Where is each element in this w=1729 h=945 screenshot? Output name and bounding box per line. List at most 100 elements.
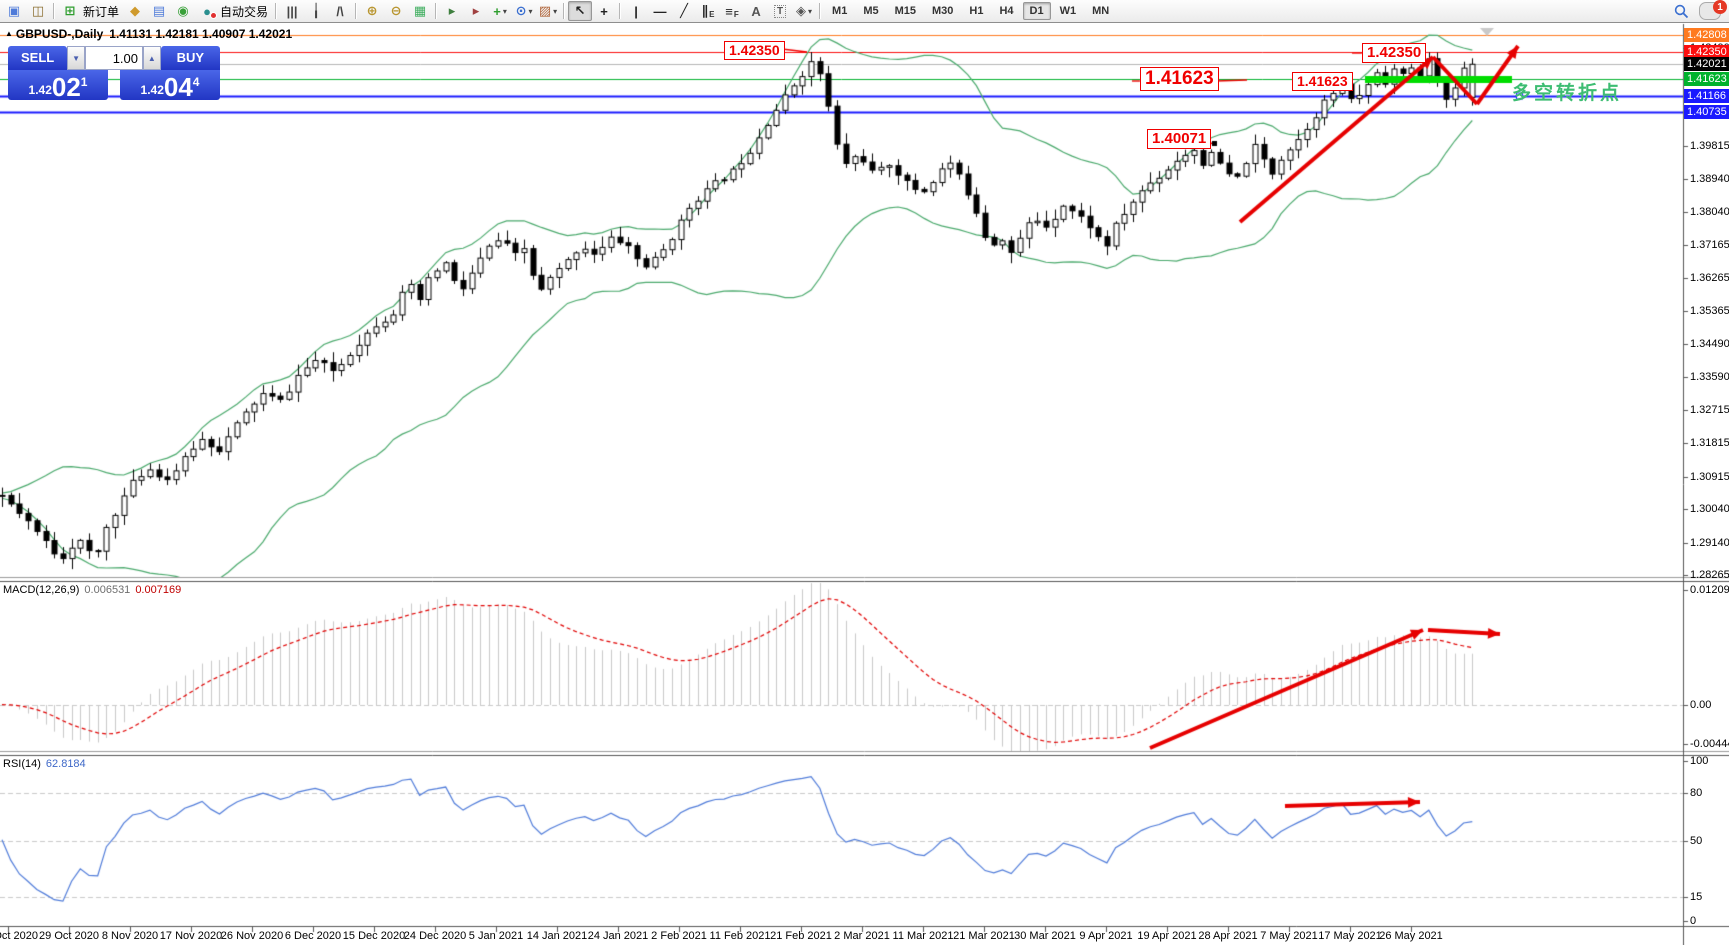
new-order-icon[interactable]: ⊞ — [64, 3, 76, 18]
text-label-icon[interactable]: T — [768, 1, 792, 21]
price-axis-tick: 1.30915 — [1690, 471, 1729, 483]
date-axis-label: 30 Mar 2021 — [1014, 930, 1076, 942]
timeframe-m5[interactable]: M5 — [863, 5, 879, 17]
macd-axis-tick: 0.01209 — [1690, 584, 1729, 596]
arrows-icon[interactable]: ◈ ▾ — [796, 3, 813, 18]
vertical-line-icon[interactable]: | — [634, 3, 638, 19]
chat-icon[interactable]: 1 — [1699, 0, 1727, 20]
line-chart-icon[interactable]: /\ — [336, 3, 344, 19]
indicators-icon[interactable]: + ▾ — [493, 3, 507, 19]
price-axis-tick: 1.33590 — [1690, 371, 1729, 383]
collapse-marker-icon[interactable]: ▲ — [5, 29, 13, 38]
tile-windows-icon[interactable]: ▦ — [413, 3, 427, 18]
timeframe-m15[interactable]: M15 — [894, 5, 916, 17]
timeframe-mn[interactable]: MN — [1092, 5, 1110, 17]
horizontal-line-icon[interactable]: — — [653, 3, 667, 19]
toolbar-separator — [435, 3, 438, 19]
date-axis-label: 7 May 2021 — [1260, 930, 1318, 942]
sell-button[interactable]: SELL — [8, 46, 68, 70]
price-tag: 1.42350 — [1684, 45, 1729, 59]
price-axis-tick: 1.38940 — [1690, 173, 1729, 185]
new-order-icon-label[interactable]: 新订单 — [83, 4, 120, 19]
timeframe-h4[interactable]: H4 — [999, 5, 1014, 17]
buy-price[interactable]: 1.42 04 4 — [120, 70, 220, 100]
price-annotation-label[interactable]: 1.41623 — [1140, 67, 1219, 91]
date-axis-label: 6 Dec 2020 — [284, 930, 342, 942]
date-axis-label: 26 Nov 2020 — [220, 930, 284, 942]
date-axis-label: 17 Nov 2020 — [159, 930, 223, 942]
autotrading-icon[interactable]: ● — [195, 1, 219, 21]
price-axis-tick: 1.32715 — [1690, 404, 1729, 416]
price-annotation-label[interactable]: 1.40071 — [1147, 129, 1212, 149]
crosshair-icon[interactable]: + — [600, 3, 608, 19]
date-axis-label: 11 Mar 2021 — [892, 930, 954, 942]
sell-price[interactable]: 1.42 02 1 — [8, 70, 108, 100]
volume-up-button[interactable]: ▲ — [143, 46, 161, 70]
timeframe-m30[interactable]: M30 — [932, 5, 954, 17]
date-axis-label: 29 Oct 2020 — [39, 930, 99, 942]
date-axis-label: 2 Mar 2021 — [834, 930, 890, 942]
search-icon[interactable] — [1674, 4, 1689, 19]
price-tag: 1.41166 — [1684, 89, 1729, 103]
date-axis-label: 8 Nov 2020 — [101, 930, 159, 942]
price-annotation-label[interactable]: 1.41623 — [1292, 72, 1353, 91]
autotrading-icon-label[interactable]: 自动交易 — [220, 4, 269, 19]
price-axis-tick: 1.39815 — [1690, 140, 1729, 152]
candlestick-chart-icon[interactable]: ╽ — [312, 3, 320, 18]
sell-price-small: 1.42 — [28, 83, 52, 97]
timeframe-d1[interactable]: D1 — [1022, 2, 1051, 20]
templates-icon[interactable]: ▨ ▾ — [538, 3, 558, 18]
date-axis-label: 11 Feb 2021 — [709, 930, 771, 942]
chart-shift-icon[interactable]: ▸ — [472, 3, 480, 18]
timeframe-w1[interactable]: W1 — [1059, 5, 1077, 17]
text-icon[interactable]: A — [751, 3, 761, 19]
channel-icon[interactable]: ∥ E — [701, 3, 715, 19]
buy-price-small: 1.42 — [140, 83, 164, 97]
macd-label: MACD(12,26,9) 0.006531 0.007169 — [3, 584, 182, 596]
price-axis-tick: 1.37165 — [1690, 239, 1729, 251]
timeframe-h1[interactable]: H1 — [969, 5, 984, 17]
date-axis-label: 24 Jan 2021 — [587, 930, 649, 942]
date-axis-label: 5 Jan 2021 — [468, 930, 524, 942]
annotation-text-cn[interactable]: 多空转折点 — [1512, 83, 1623, 104]
rsi-axis-tick: 50 — [1690, 835, 1703, 847]
volume-input[interactable] — [85, 46, 143, 70]
zoom-in-icon[interactable]: ⊕ — [366, 3, 378, 18]
fibonacci-icon[interactable]: ≡ F — [725, 3, 739, 19]
rsi-axis-tick: 0 — [1690, 915, 1697, 927]
buy-button[interactable]: BUY — [160, 46, 220, 70]
depth-of-market-icon[interactable]: ◆ — [130, 3, 141, 18]
chart-window-icon[interactable]: ▣ — [7, 3, 21, 18]
signals-icon[interactable]: ◉ — [177, 3, 189, 18]
price-tag: 1.40735 — [1684, 105, 1729, 119]
periods-icon[interactable]: ⊙ ▾ — [515, 3, 533, 18]
sell-price-pip: 1 — [80, 75, 88, 89]
date-axis-label: 2 Feb 2021 — [651, 930, 707, 942]
macd-axis-tick: 0.00 — [1690, 699, 1712, 711]
bar-chart-icon[interactable]: ||| — [286, 3, 298, 19]
price-annotation-label[interactable]: 1.42350 — [724, 41, 785, 60]
price-axis-tick: 1.36265 — [1690, 272, 1729, 284]
date-axis-label: 21 Mar 2021 — [953, 930, 1015, 942]
price-annotation-label[interactable]: 1.42350 — [1362, 43, 1427, 63]
new-chart-icon[interactable]: ▸ — [448, 3, 456, 18]
date-axis-label: 15 Dec 2020 — [342, 930, 406, 942]
price-axis-tick: 1.38040 — [1690, 206, 1729, 218]
toolbar-separator — [819, 3, 822, 19]
toolbar-separator — [619, 3, 622, 19]
price-axis-tick: 1.31815 — [1690, 437, 1729, 449]
symbol-period-label: GBPUSD-,Daily — [15, 27, 104, 41]
notification-badge: 1 — [1713, 0, 1727, 14]
terminal-icon[interactable]: ▤ — [152, 3, 166, 18]
zoom-out-icon[interactable]: ⊖ — [390, 3, 402, 18]
profiles-icon[interactable]: ◫ — [31, 3, 45, 18]
trendline-icon[interactable]: ╱ — [680, 3, 688, 18]
date-axis-label: 28 Apr 2021 — [1198, 930, 1258, 942]
volume-down-button[interactable]: ▼ — [67, 46, 85, 70]
toolbar-separator — [563, 3, 566, 19]
timeframe-m1[interactable]: M1 — [832, 5, 848, 17]
cursor-icon[interactable]: ↖ — [568, 1, 593, 21]
price-axis-tick: 1.28265 — [1690, 569, 1729, 581]
